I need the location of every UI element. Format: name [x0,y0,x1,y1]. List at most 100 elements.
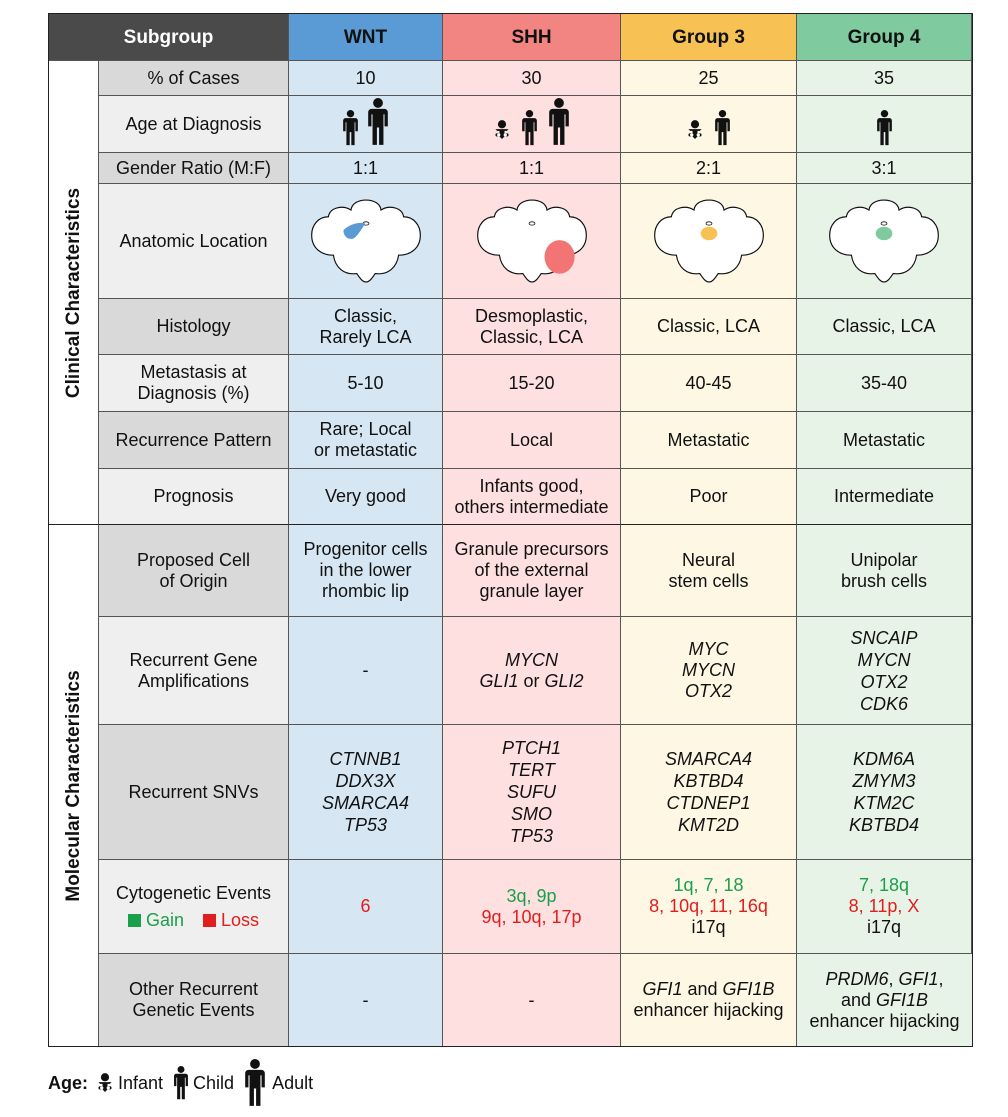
gene-name: SNCAIP [850,627,918,648]
other-events: i17q [866,917,902,937]
header-group4: Group 4 [797,14,972,61]
other-wnt: - [289,954,443,1046]
text-line: in the lower [319,560,412,580]
anatomic-shh [443,184,621,299]
label-metastasis: Metastasis at Diagnosis (%) [99,355,289,412]
gene-name: GFI1B [722,979,775,999]
anatomic-g3 [621,184,797,299]
gene-name: KMT2D [677,815,739,835]
age-wnt [289,96,443,153]
gene-name: CDK6 [859,693,908,714]
header-wnt: WNT [289,14,443,61]
adult-icon [367,98,389,146]
text-fragment: or [518,670,545,691]
label-snvs: Recurrent SNVs [99,725,289,860]
text-line: Infants good, [479,475,584,496]
loss-events: 9q, 10q, 17p [481,906,582,927]
cases-g3: 25 [621,61,797,96]
origin-g4: Unipolar brush cells [797,525,972,617]
gene-name: MYCN [682,660,735,680]
cytogenetic-g4: 7, 18q 8, 11p, X i17q [797,860,972,954]
text-line: Cytogenetic Events [115,882,272,903]
text-line: granule layer [479,581,584,601]
gain-events: 7, 18q [858,875,910,895]
text-line: enhancer hijacking [809,1010,960,1031]
label-age: Age at Diagnosis [99,96,289,153]
text-line: Progenitor cells [303,539,428,559]
text-line: Genetic Events [132,1000,255,1020]
snvs-g4: KDM6A ZMYM3 KTM2C KBTBD4 [797,725,972,860]
label-cytogenetic: Cytogenetic Events Gain Loss [99,860,289,954]
gene-name: OTX2 [684,681,732,701]
gene-name: GFI1 [898,968,939,989]
cerebellum-diagram-wnt [310,198,422,284]
cases-wnt: 10 [289,61,443,96]
gene-name: SMARCA4 [321,793,410,813]
legend-title: Age: [48,1072,88,1093]
label-gender: Gender Ratio (M:F) [99,153,289,184]
text-line: Recurrent Gene [129,649,258,670]
other-g3: GFI1 and GFI1B enhancer hijacking [621,954,797,1046]
gene-name: GFI1 [642,979,683,999]
text-line: Other Recurrent [128,979,259,999]
amplifications-g3: MYC MYCN OTX2 [621,617,797,725]
gene-name: SUFU [507,782,556,802]
text-line: Rarely LCA [319,326,412,347]
gene-name: GLI1 [479,670,519,691]
text-line: Metastasis at [140,362,247,382]
prognosis-g3: Poor [621,469,797,525]
child-icon [342,110,359,146]
header-shh: SHH [443,14,621,61]
text-line: Proposed Cell [136,549,251,570]
label-prognosis: Prognosis [99,469,289,525]
gene-name: SMO [510,804,552,824]
legend-child: Child [193,1072,235,1093]
gene-name: ZMYM3 [852,771,916,791]
gain-events: 1q, 7, 18 [673,875,744,895]
text-fragment: , [888,968,899,989]
age-g3 [621,96,797,153]
amplifications-wnt: - [289,617,443,725]
age-legend: Age: Infant Child Adult [48,1058,313,1108]
text-fragment: , [938,968,944,989]
gender-g4: 3:1 [797,153,972,184]
text-fragment: and [840,989,877,1010]
adult-icon [548,98,570,146]
gene-name: TERT [508,760,555,780]
text-line: brush cells [840,570,928,591]
gene-name: CTNNB1 [329,749,402,769]
loss-events: 8, 11p, X [848,896,920,916]
gene-name: TP53 [509,826,554,846]
gene-name: GLI2 [544,670,584,691]
child-icon [521,110,538,146]
legend-adult: Adult [272,1072,314,1093]
child-icon [173,1066,189,1100]
origin-wnt: Progenitor cells in the lower rhombic lip [289,525,443,617]
text-line: Classic, [333,305,397,326]
text-line: GFI1 and GFI1B [642,979,774,1000]
other-shh: - [443,954,621,1046]
age-g4 [797,96,972,153]
label-recurrence: Recurrence Pattern [99,412,289,469]
gender-wnt: 1:1 [289,153,443,184]
gene-name: CTDNEP1 [666,793,751,813]
section-clinical: Clinical Characteristics [49,61,99,525]
metastasis-shh: 15-20 [443,355,621,412]
infant-icon [96,1073,114,1093]
anatomic-wnt [289,184,443,299]
prognosis-wnt: Very good [289,469,443,525]
section-molecular-label: Molecular Characteristics [62,669,84,902]
loss-label: Loss [221,909,260,930]
gene-name: SMARCA4 [664,749,753,769]
child-icon [876,110,893,146]
gene-name: TP53 [343,815,388,835]
prognosis-shh: Infants good, others intermediate [443,469,621,525]
cytogenetic-g3: 1q, 7, 18 8, 10q, 11, 16q i17q [621,860,797,954]
gene-name: MYCN [505,649,558,670]
age-shh [443,96,621,153]
text-line: enhancer hijacking [633,1000,784,1020]
metastasis-wnt: 5-10 [289,355,443,412]
gender-shh: 1:1 [443,153,621,184]
gain-events: 3q, 9p [506,885,557,906]
text-line: or metastatic [313,440,418,460]
